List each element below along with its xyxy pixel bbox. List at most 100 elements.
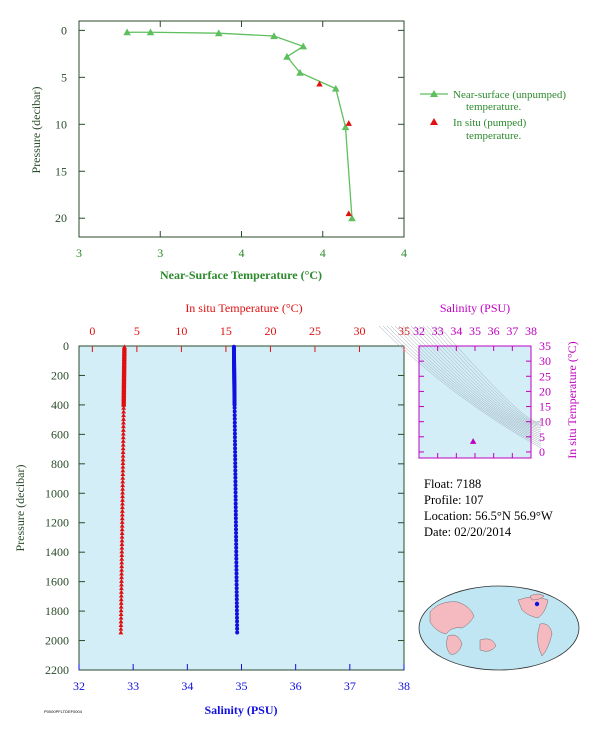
- salinity-point: [234, 549, 239, 554]
- salinity-point: [232, 402, 237, 407]
- profile-temperature-tick-label: 30: [353, 324, 365, 338]
- unpumped-temperature-point: [270, 32, 278, 40]
- density-contour: [378, 325, 542, 449]
- ts-salinity-tick-label: 36: [488, 324, 500, 338]
- salinity-point: [234, 604, 239, 609]
- salinity-point: [233, 464, 238, 469]
- temperature-point: [119, 552, 125, 558]
- salinity-point: [233, 508, 238, 513]
- temperature-point: [119, 508, 125, 513]
- density-contour: [390, 325, 542, 443]
- salinity-point: [232, 424, 237, 429]
- ts-temperature-tick-label: 10: [539, 415, 551, 429]
- salinity-point: [234, 556, 239, 561]
- salinity-point: [233, 505, 238, 510]
- temperature-point: [120, 431, 126, 436]
- profile-y-tick-label: 400: [51, 398, 69, 412]
- density-contour: [394, 325, 542, 441]
- profile-salinity-tick-label: 32: [73, 679, 85, 693]
- profile-temperature-tick-label: 5: [134, 324, 140, 338]
- density-contour: [426, 325, 542, 425]
- legend-pumped-line2: temperature.: [466, 130, 522, 142]
- top-x-tick-label: 4: [401, 246, 407, 260]
- profile-temperature-tick-label: 20: [264, 324, 276, 338]
- pumped-temperature-point: [345, 120, 352, 126]
- ts-salinity-tick-label: 35: [469, 324, 481, 338]
- temperature-point: [118, 622, 124, 628]
- density-contour: [386, 325, 542, 445]
- profile-salinity-axis-label: Salinity (PSU): [204, 703, 277, 717]
- salinity-point: [234, 538, 239, 543]
- salinity-point: [234, 582, 239, 587]
- temperature-point: [119, 560, 125, 565]
- unpumped-temperature-point: [348, 214, 356, 222]
- ts-salinity-ticks: 32 33 34 35 36 37 38: [413, 324, 537, 458]
- profile-salinity-tick-label: 35: [236, 679, 248, 693]
- salinity-point: [234, 578, 239, 583]
- temperature-point: [118, 626, 124, 631]
- salinity-point: [233, 472, 238, 477]
- profile-temperature-tick-label: 10: [175, 324, 187, 338]
- salinity-point: [233, 483, 238, 488]
- temperature-point: [120, 449, 126, 454]
- salinity-point: [234, 608, 239, 613]
- ts-point: [469, 438, 477, 444]
- profile-temperature-tick-label: 25: [309, 324, 321, 338]
- temperature-point: [119, 534, 125, 539]
- temperature-point: [120, 442, 126, 447]
- top-legend: Near-surface (unpumped) temperature. In …: [420, 89, 566, 142]
- salinity-point: [232, 427, 237, 432]
- profile-y-axis-label: Pressure (decibar): [13, 465, 27, 552]
- top-y-tick-label: 0: [61, 23, 67, 37]
- salinity-point: [233, 523, 238, 528]
- legend-unpumped-line1: Near-surface (unpumped): [453, 89, 566, 101]
- temperature-point: [119, 556, 125, 561]
- salinity-point: [234, 571, 239, 576]
- unpumped-temperature-point: [296, 68, 304, 76]
- top-plot-frame: [78, 20, 405, 238]
- unpumped-temperature-point: [299, 42, 308, 50]
- salinity-point: [233, 490, 238, 495]
- salinity-point: [235, 623, 240, 628]
- temperature-point: [118, 619, 124, 624]
- salinity-point: [234, 589, 239, 594]
- ts-salinity-tick-label: 33: [432, 324, 444, 338]
- ts-temperature-tick-label: 30: [539, 354, 551, 368]
- temperature-point: [120, 453, 126, 458]
- temperature-point: [118, 589, 124, 594]
- legend-unpumped-line2: temperature.: [466, 101, 522, 113]
- density-contour: [438, 325, 542, 423]
- ts-temperature-tick-label: 5: [539, 430, 545, 444]
- temperature-point: [119, 526, 125, 532]
- temperature-point: [121, 416, 126, 421]
- unpumped-temperature-point: [123, 28, 131, 36]
- temperature-point: [119, 541, 125, 547]
- salinity-point: [234, 564, 239, 569]
- pumped-temperature-point: [316, 80, 323, 87]
- top-y-ticks: 0 5 10 15 20: [55, 23, 404, 225]
- salinity-point: [234, 531, 239, 536]
- temperature-point: [119, 538, 125, 543]
- salinity-point: [234, 567, 239, 572]
- profile-y-tick-label: 1400: [45, 545, 69, 559]
- unpumped-temperature-point: [283, 52, 291, 60]
- salinity-point: [233, 497, 238, 502]
- temperature-point: [119, 582, 124, 587]
- salinity-point: [234, 586, 239, 591]
- profile-y-ticks: 0 200 400 600 800 1000 1200 1400 1600 1800 2000 220…: [45, 339, 404, 677]
- ts-salinity-tick-label: 38: [525, 324, 537, 338]
- profile-date: Date: 02/20/2014: [424, 525, 512, 539]
- density-contour: [406, 325, 542, 435]
- salinity-point: [233, 468, 238, 473]
- temperature-point: [118, 607, 124, 613]
- profile-y-tick-label: 800: [51, 457, 69, 471]
- density-contour: [422, 325, 542, 427]
- temperature-point: [119, 585, 124, 591]
- profile-y-tick-label: 1000: [45, 486, 69, 500]
- temperature-point: [120, 475, 126, 480]
- temperature-point: [118, 593, 124, 598]
- unpumped-temperature-point: [146, 28, 155, 36]
- profile-y-tick-label: 2200: [45, 663, 69, 677]
- profile-number: Profile: 107: [424, 493, 484, 507]
